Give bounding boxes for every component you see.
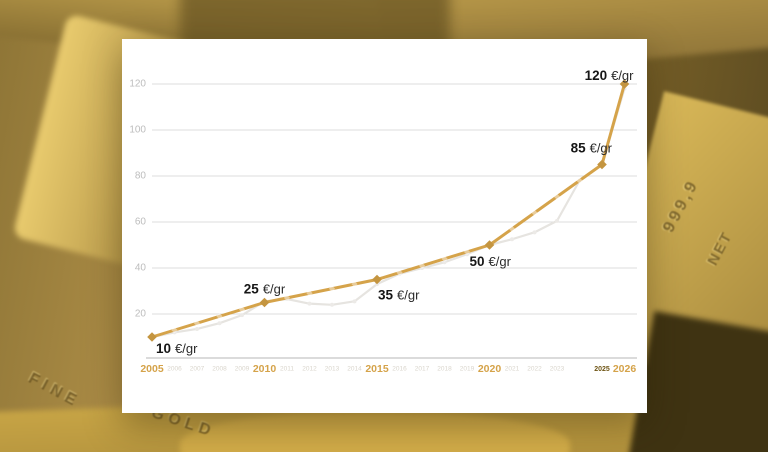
x-tick-label-2020: 2020	[478, 363, 502, 375]
x-tick-label-2007: 2007	[190, 366, 205, 373]
y-tick-label: 80	[135, 171, 147, 182]
embossed-fine-text: FINE	[25, 369, 84, 412]
x-tick-label-2019: 2019	[460, 366, 475, 373]
trend-year-tick	[193, 320, 201, 327]
x-tick-label-2023: 2023	[550, 366, 565, 373]
actual-price-marker	[442, 260, 447, 265]
actual-price-marker	[240, 313, 244, 318]
label-unit: €/gr	[397, 288, 420, 303]
actual-price-marker	[217, 321, 222, 326]
label-value: 35	[378, 288, 394, 303]
actual-price-marker	[532, 230, 537, 235]
actual-price-marker	[330, 302, 334, 307]
trend-year-tick	[283, 294, 291, 302]
trend-year-tick	[216, 313, 223, 320]
trend-year-tick	[396, 269, 403, 276]
data-point-label-2026: 120 €/gr	[585, 68, 635, 83]
actual-price-line	[151, 88, 626, 339]
label-unit: €/gr	[489, 254, 512, 269]
x-tick-label-2010: 2010	[253, 363, 277, 375]
label-unit: €/gr	[611, 68, 634, 83]
label-value: 50	[470, 254, 485, 269]
y-tick-label: 100	[129, 125, 146, 136]
x-tick-label-2026: 2026	[613, 363, 637, 375]
label-value: 10	[156, 341, 171, 356]
label-unit: €/gr	[263, 282, 286, 297]
x-tick-label-2009: 2009	[235, 366, 250, 373]
y-tick-label: 120	[129, 79, 146, 90]
x-tick-label-2008: 2008	[212, 366, 227, 373]
label-value: 120	[585, 68, 608, 83]
data-point-label-2025: 85 €/gr	[571, 141, 613, 156]
x-tick-label-2022: 2022	[527, 366, 542, 373]
x-tick-label-2017: 2017	[415, 366, 430, 373]
x-tick-label-2016: 2016	[392, 366, 407, 373]
x-tick-label-2011: 2011	[280, 366, 294, 373]
x-tick-label-2013: 2013	[325, 366, 340, 373]
x-tick-label-2014: 2014	[347, 366, 362, 373]
y-tick-label: 40	[135, 263, 147, 274]
x-tick-label-2012: 2012	[302, 366, 317, 373]
data-point-label-2005: 10 €/gr	[156, 341, 198, 356]
x-tick-label-2006: 2006	[167, 366, 182, 373]
x-tick-label-2015: 2015	[365, 363, 389, 375]
label-value: 85	[571, 141, 587, 156]
y-tick-label: 20	[135, 309, 147, 320]
actual-price-marker	[555, 218, 559, 223]
x-tick-label-2018: 2018	[437, 366, 452, 373]
x-tick-label-2025: 2025	[594, 366, 610, 373]
trend-year-tick	[328, 285, 336, 292]
trend-year-tick	[238, 306, 246, 313]
actual-price-marker	[510, 237, 514, 242]
actual-price-marker	[352, 299, 357, 304]
label-unit: €/gr	[175, 341, 198, 356]
trend-year-tick	[351, 280, 358, 288]
gold-bar-highlight	[180, 412, 570, 452]
data-point-marker	[259, 297, 270, 308]
data-point-label-2015: 35 €/gr	[378, 288, 420, 303]
trend-line	[150, 82, 626, 339]
trend-year-tick	[463, 248, 471, 256]
x-tick-label-2005: 2005	[140, 363, 164, 375]
actual-price-marker	[307, 301, 312, 306]
trend-year-tick	[171, 326, 178, 334]
label-unit: €/gr	[590, 141, 613, 156]
x-tick-label-2021: 2021	[505, 366, 520, 373]
trend-year-tick	[306, 290, 313, 297]
label-value: 25	[244, 282, 260, 297]
chart-card: 20 40 60 80 100 120 2005 2006 2007 2008 2009 2010 20…	[122, 39, 647, 413]
data-point-label-2020: 50 €/gr	[470, 254, 512, 269]
actual-price-marker	[195, 326, 199, 331]
y-tick-label: 60	[135, 217, 147, 228]
data-point-label-2010: 25 €/gr	[244, 282, 286, 297]
